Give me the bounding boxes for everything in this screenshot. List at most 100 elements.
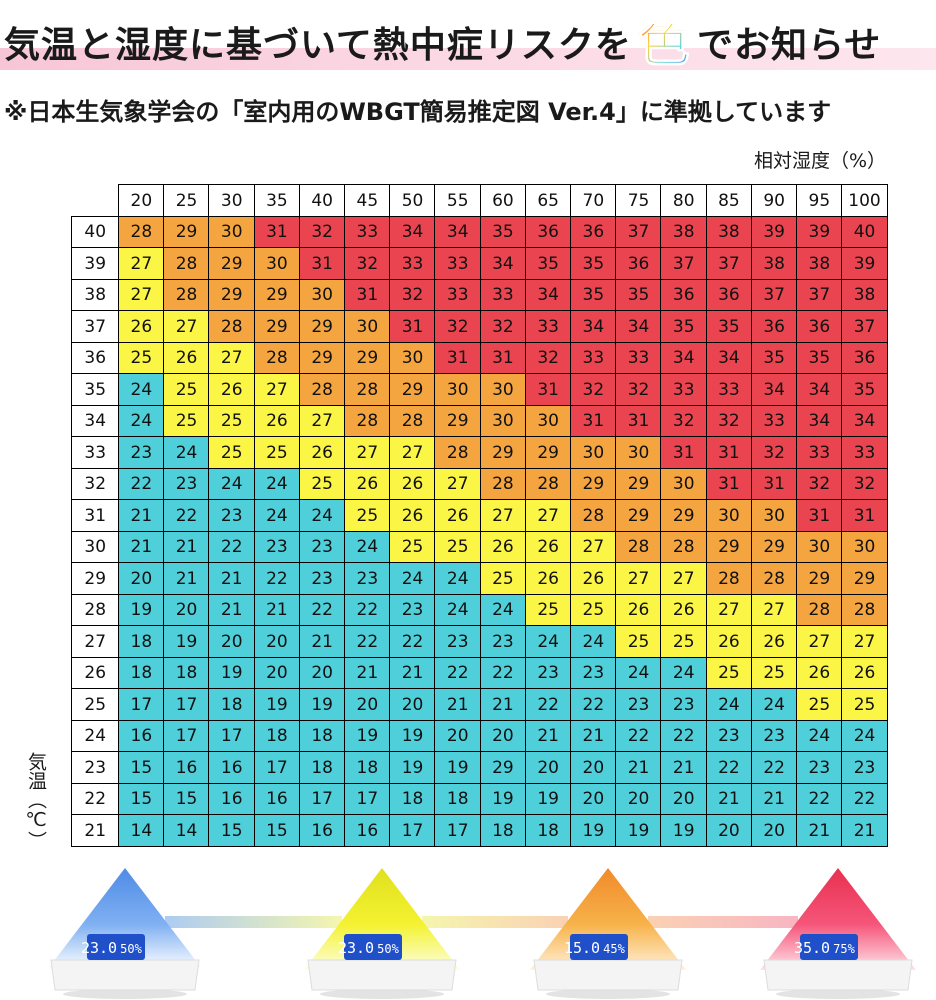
heatmap-cell: 24 bbox=[298, 499, 346, 532]
heatmap-cell: 30 bbox=[524, 404, 572, 438]
heatmap-cell: 29 bbox=[841, 562, 888, 595]
lamp-temp-readout: 35.0 bbox=[794, 939, 830, 957]
title-iro-glyph: 色 bbox=[637, 14, 691, 74]
heatmap-cell: 27 bbox=[705, 593, 753, 627]
heatmap-cell: 30 bbox=[750, 499, 798, 532]
heatmap-cell: 26 bbox=[389, 499, 436, 532]
heatmap-cell: 20 bbox=[298, 656, 346, 690]
heatmap-cell: 36 bbox=[841, 341, 888, 375]
heatmap-cell: 30 bbox=[208, 215, 256, 249]
heatmap-cell: 23 bbox=[750, 719, 798, 753]
heatmap-cell: 33 bbox=[705, 373, 753, 406]
heatmap-cell: 18 bbox=[118, 656, 165, 690]
lamp-orange: 15.0 45% bbox=[530, 868, 686, 999]
heatmap-cell: 24 bbox=[660, 656, 708, 690]
heatmap-cell: 37 bbox=[796, 278, 843, 312]
humidity-tick-label: 40 bbox=[298, 184, 346, 217]
lamp-humidity-readout: 45% bbox=[603, 942, 625, 956]
heatmap-cell: 30 bbox=[434, 373, 482, 406]
heatmap-cell: 37 bbox=[750, 278, 798, 312]
heatmap-cell: 29 bbox=[479, 751, 527, 784]
heatmap-cell: 29 bbox=[208, 278, 256, 312]
heatmap-cell: 28 bbox=[208, 310, 256, 343]
heatmap-cell: 20 bbox=[253, 625, 301, 658]
heatmap-cell: 17 bbox=[298, 782, 346, 816]
title-before: 気温と湿度に基づいて熱中症リスクを bbox=[4, 25, 632, 66]
heatmap-cell: 23 bbox=[524, 656, 572, 690]
heatmap-cell: 23 bbox=[298, 562, 346, 595]
heatmap-cell: 19 bbox=[208, 656, 256, 690]
temperature-tick-label: 35 bbox=[71, 373, 120, 406]
heatmap-cell: 21 bbox=[389, 656, 436, 690]
heatmap-cell: 29 bbox=[570, 467, 617, 501]
heatmap-cell: 18 bbox=[524, 814, 572, 847]
heatmap-cell: 14 bbox=[163, 814, 210, 847]
title-highlight-band bbox=[0, 48, 936, 70]
heatmap-cell: 21 bbox=[118, 530, 165, 564]
heatmap-cell: 19 bbox=[434, 751, 482, 784]
heatmap-cell: 39 bbox=[796, 215, 843, 249]
heatmap-cell: 31 bbox=[796, 499, 843, 532]
heatmap-cell: 29 bbox=[796, 562, 843, 595]
heatmap-cell: 32 bbox=[570, 373, 617, 406]
humidity-tick-label: 55 bbox=[434, 184, 482, 217]
heatmap-cell: 24 bbox=[615, 656, 662, 690]
heatmap-cell: 22 bbox=[434, 656, 482, 690]
heatmap-cell: 30 bbox=[344, 310, 391, 343]
lamp-humidity-readout: 75% bbox=[833, 942, 855, 956]
heatmap-cell: 38 bbox=[841, 278, 888, 312]
heatmap-cell: 23 bbox=[570, 656, 617, 690]
humidity-tick-label: 75 bbox=[615, 184, 662, 217]
heatmap-cell: 25 bbox=[344, 499, 391, 532]
heatmap-cell: 20 bbox=[389, 688, 436, 721]
heatmap-cell: 24 bbox=[841, 719, 888, 753]
heatmap-cell: 22 bbox=[524, 688, 572, 721]
heatmap-cell: 23 bbox=[434, 625, 482, 658]
heatmap-cell: 24 bbox=[344, 530, 391, 564]
heatmap-cell: 22 bbox=[389, 625, 436, 658]
temperature-tick-label: 23 bbox=[71, 751, 120, 784]
heatmap-cell: 25 bbox=[750, 656, 798, 690]
heatmap-cell: 32 bbox=[796, 467, 843, 501]
heatmap-cell: 18 bbox=[118, 625, 165, 658]
heatmap-cell: 32 bbox=[434, 310, 482, 343]
heatmap-cell: 28 bbox=[163, 247, 210, 280]
heatmap-cell: 29 bbox=[389, 373, 436, 406]
heatmap-cell: 33 bbox=[344, 215, 391, 249]
heatmap-cell: 30 bbox=[615, 436, 662, 469]
humidity-tick-label: 90 bbox=[750, 184, 798, 217]
lamp-humidity-readout: 50% bbox=[120, 942, 142, 956]
heatmap-cell: 32 bbox=[389, 278, 436, 312]
heatmap-cell: 36 bbox=[570, 215, 617, 249]
heatmap-cell: 19 bbox=[163, 625, 210, 658]
heatmap-cell: 22 bbox=[479, 656, 527, 690]
temperature-tick-label: 29 bbox=[71, 562, 120, 595]
heatmap-cell: 39 bbox=[841, 247, 888, 280]
heatmap-cell: 19 bbox=[253, 688, 301, 721]
heatmap-cell: 23 bbox=[298, 530, 346, 564]
heatmap-cell: 38 bbox=[750, 247, 798, 280]
heatmap-cell: 32 bbox=[750, 436, 798, 469]
heatmap-cell: 33 bbox=[750, 404, 798, 438]
heatmap-cell: 30 bbox=[389, 341, 436, 375]
heatmap-cell: 19 bbox=[660, 814, 708, 847]
heatmap-cell: 33 bbox=[570, 341, 617, 375]
heatmap-cell: 35 bbox=[524, 247, 572, 280]
heatmap-cell: 31 bbox=[660, 436, 708, 469]
heatmap-cell: 22 bbox=[298, 593, 346, 627]
heatmap-cell: 28 bbox=[344, 404, 391, 438]
heatmap-cell: 19 bbox=[344, 719, 391, 753]
heatmap-cell: 21 bbox=[434, 688, 482, 721]
heatmap-cell: 17 bbox=[163, 719, 210, 753]
humidity-tick-label: 35 bbox=[253, 184, 301, 217]
heatmap-cell: 27 bbox=[253, 373, 301, 406]
heatmap-cell: 21 bbox=[841, 814, 888, 847]
heatmap-cell: 14 bbox=[118, 814, 165, 847]
lamp-temp-readout: 23.0 bbox=[338, 939, 374, 957]
heatmap-cell: 27 bbox=[389, 436, 436, 469]
heatmap-cell: 27 bbox=[118, 247, 165, 280]
heatmap-cell: 18 bbox=[208, 688, 256, 721]
heatmap-cell: 30 bbox=[479, 373, 527, 406]
heatmap-cell: 31 bbox=[615, 404, 662, 438]
heatmap-cell: 21 bbox=[524, 719, 572, 753]
